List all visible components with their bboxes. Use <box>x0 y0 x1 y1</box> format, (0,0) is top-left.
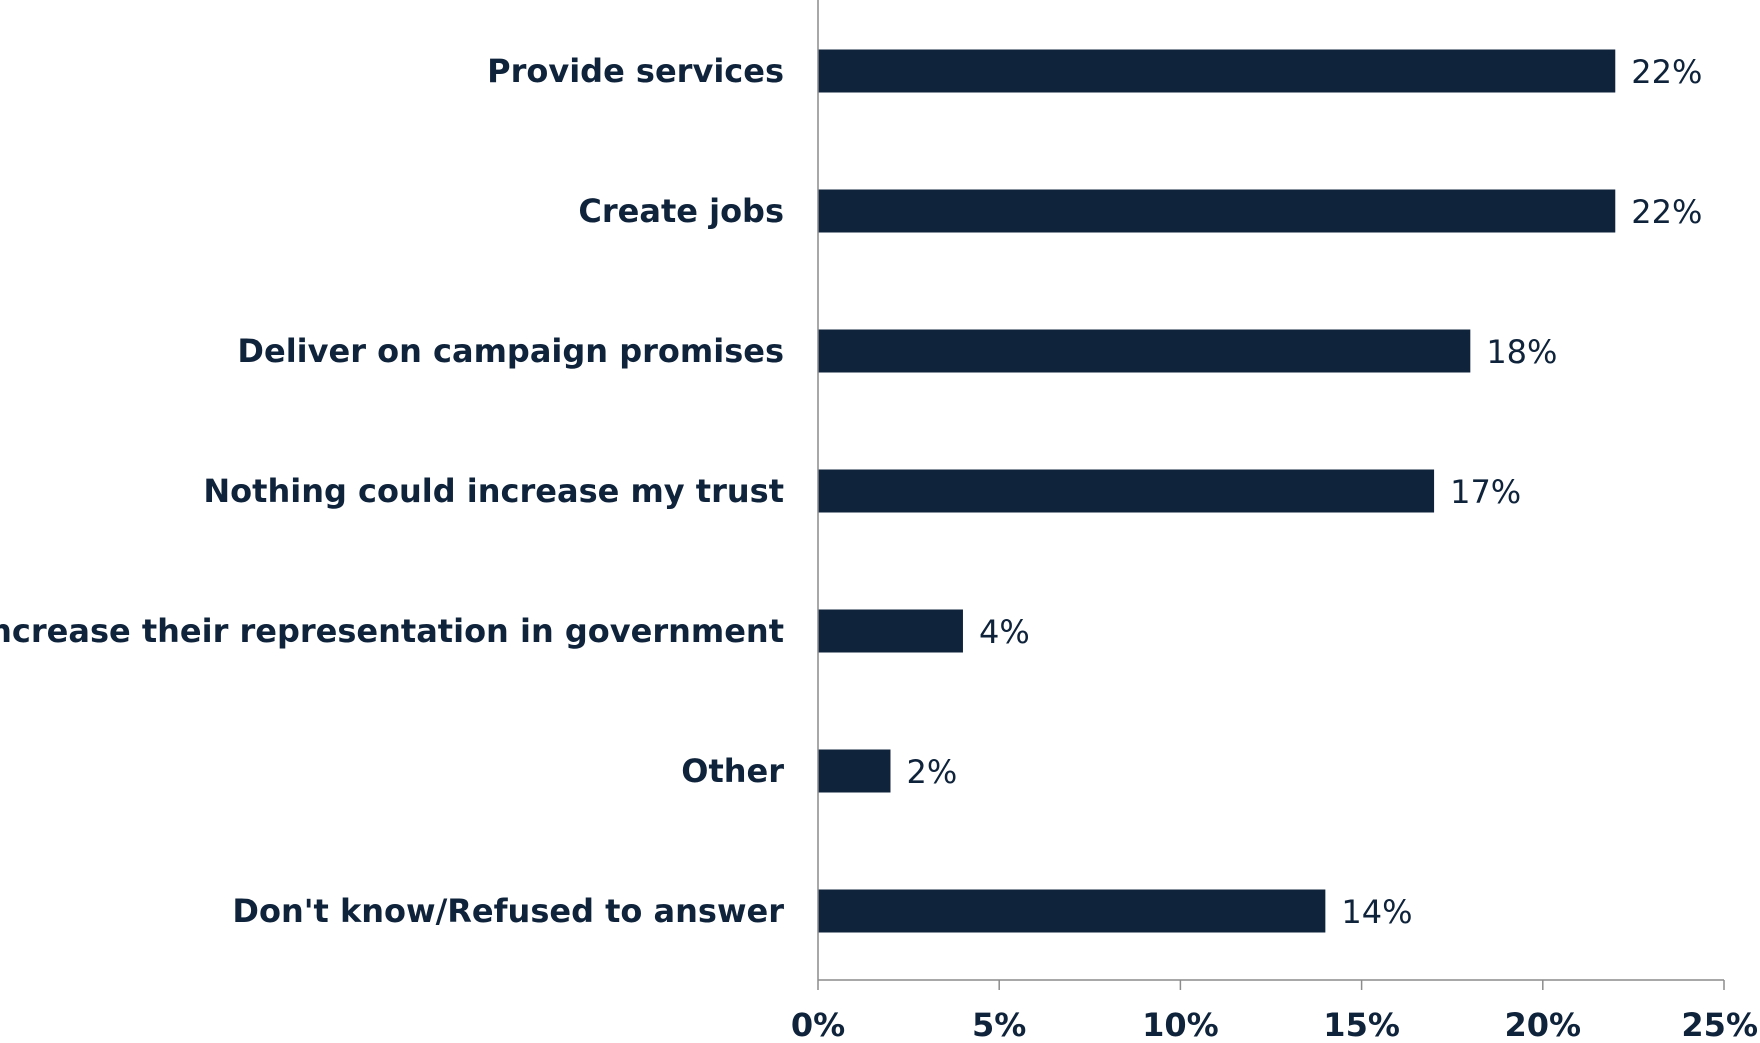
bar <box>818 189 1616 233</box>
category-label: Don't know/Refused to answer <box>232 892 784 930</box>
bar <box>818 469 1435 513</box>
bar-value-label: 18% <box>1486 333 1557 371</box>
category-label: Create jobs <box>578 192 784 230</box>
bar-value-label: 22% <box>1631 53 1702 91</box>
bar <box>818 749 891 793</box>
x-tick-label: 10% <box>1142 1006 1219 1043</box>
bar-value-label: 2% <box>906 753 957 791</box>
category-labels-layer: Provide services Create jobs Deliver on ca… <box>0 52 784 930</box>
bar-value-label: 22% <box>1631 193 1702 231</box>
tick-labels-layer: 0% 5% 10% 15% 20% 25% <box>791 1006 1758 1043</box>
bars-layer <box>818 49 1616 933</box>
axis-layer <box>817 0 1725 990</box>
x-tick-label: 0% <box>791 1006 845 1043</box>
category-label: Deliver on campaign promises <box>237 332 784 370</box>
category-label: Other <box>681 752 784 790</box>
bar <box>818 49 1616 93</box>
x-tick-label: 20% <box>1505 1006 1582 1043</box>
value-labels-layer: 22% 22% 18% 17% 4% 2% 14% <box>906 53 1702 931</box>
bar <box>818 889 1326 933</box>
bar-value-label: 17% <box>1450 473 1521 511</box>
category-label: Increase their representation in governm… <box>0 612 784 650</box>
bar <box>818 609 963 653</box>
bar <box>818 329 1471 373</box>
bar-value-label: 14% <box>1341 893 1412 931</box>
category-label: Nothing could increase my trust <box>203 472 784 510</box>
x-tick-label: 15% <box>1323 1006 1400 1043</box>
bar-value-label: 4% <box>979 613 1030 651</box>
x-tick-label: 25% <box>1681 1006 1758 1043</box>
x-tick-label: 5% <box>972 1006 1026 1043</box>
category-label: Provide services <box>487 52 784 90</box>
